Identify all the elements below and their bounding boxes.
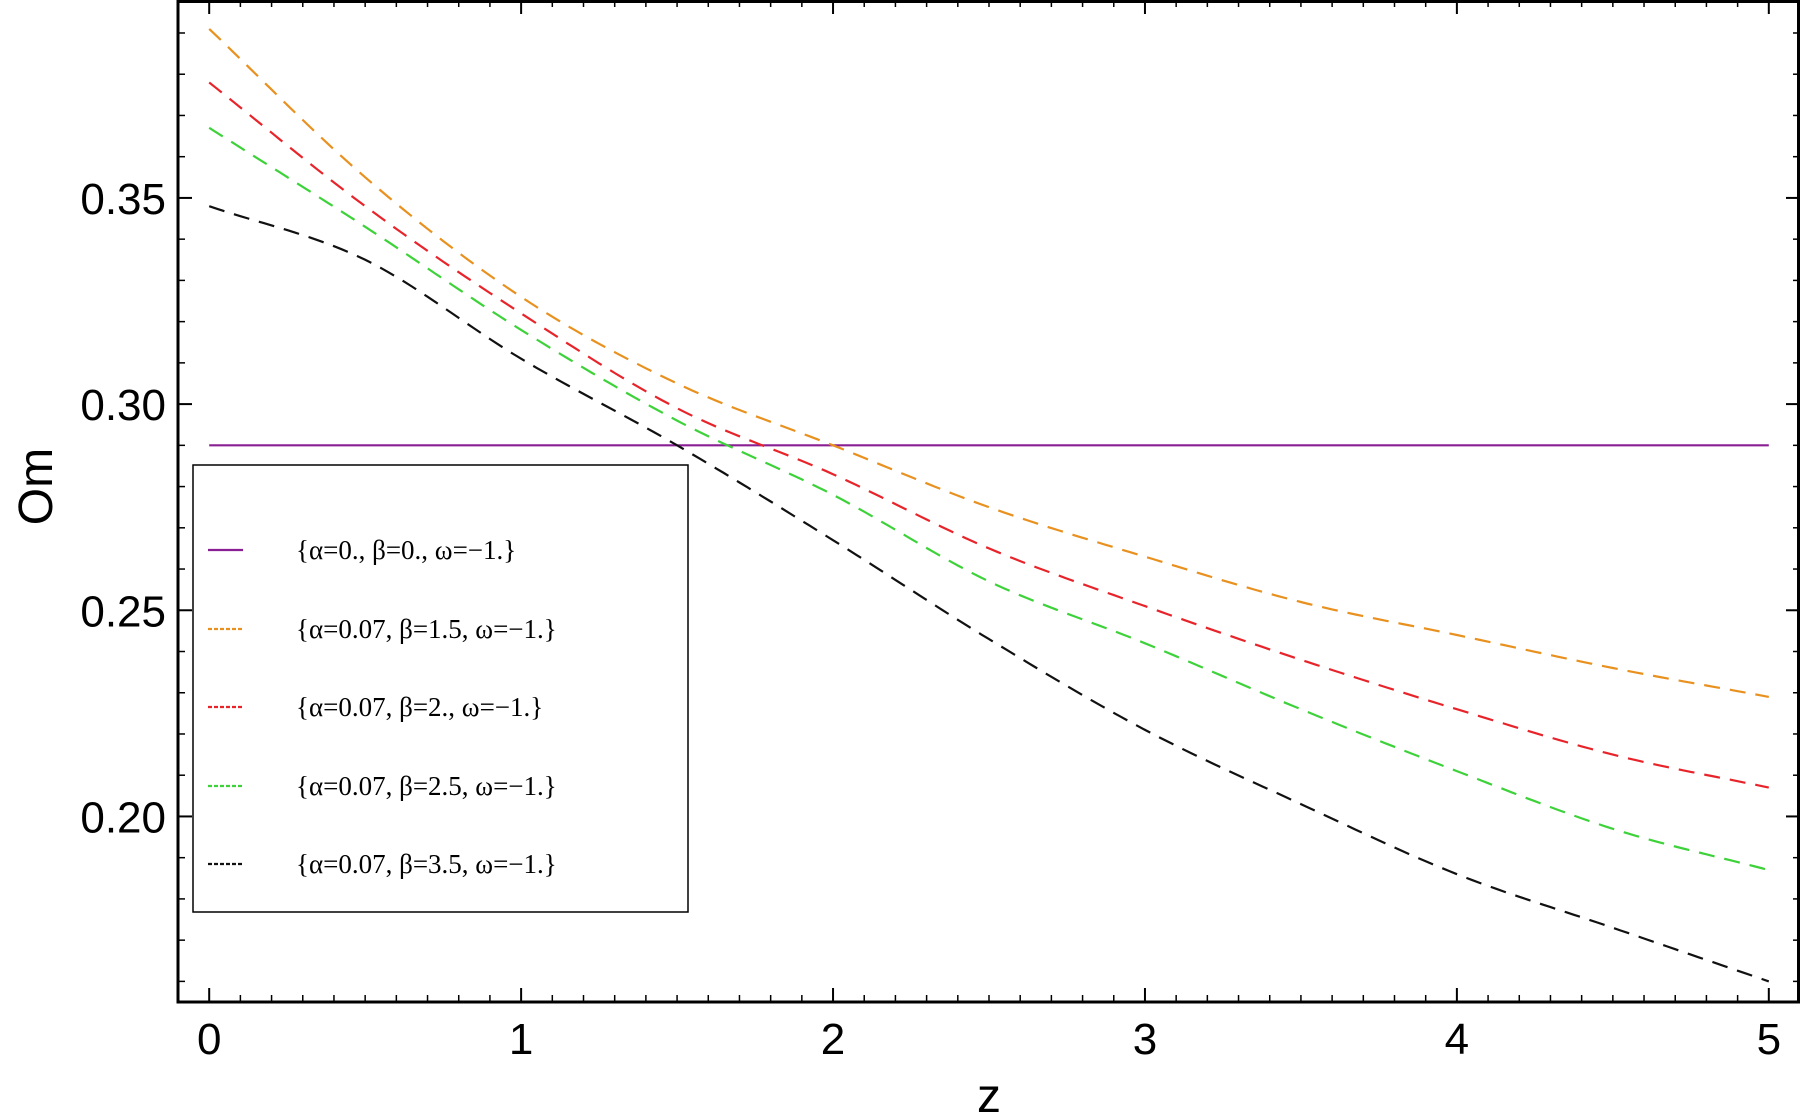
y-tick-label: 0.25 bbox=[80, 587, 166, 636]
legend-label-2: {α=0.07, β=1.5, ω=−1.} bbox=[296, 614, 557, 644]
plot-frame bbox=[176, 0, 1800, 1004]
y-tick-label: 0.35 bbox=[80, 175, 166, 224]
x-tick-label: 2 bbox=[821, 1015, 845, 1064]
legend-label-5: {α=0.07, β=3.5, ω=−1.} bbox=[296, 849, 557, 879]
legend-label-3: {α=0.07, β=2., ω=−1.} bbox=[296, 692, 543, 722]
y-tick-label: 0.20 bbox=[80, 793, 166, 842]
series-layer bbox=[208, 28, 1770, 983]
tick-labels: 0 1 2 3 4 5 0.20 0.25 0.30 0.35 bbox=[80, 175, 1781, 1064]
legend-label-4: {α=0.07, β=2.5, ω=−1.} bbox=[296, 771, 557, 801]
series-line-4 bbox=[208, 126, 1770, 872]
y-axis-title: Om bbox=[10, 448, 63, 525]
legend-box bbox=[192, 464, 689, 913]
x-tick-label: 4 bbox=[1445, 1015, 1469, 1064]
series-line-2 bbox=[208, 28, 1770, 698]
legend-label-1: {α=0., β=0., ω=−1.} bbox=[296, 535, 516, 565]
legend: {α=0., β=0., ω=−1.} {α=0.07, β=1.5, ω=−1.… bbox=[192, 464, 689, 913]
x-tick-label: 3 bbox=[1133, 1015, 1157, 1064]
y-tick-label: 0.30 bbox=[80, 381, 166, 430]
x-tick-label: 5 bbox=[1757, 1015, 1781, 1064]
x-tick-label: 1 bbox=[509, 1015, 533, 1064]
x-tick-label: 0 bbox=[197, 1015, 221, 1064]
series-line-3 bbox=[208, 81, 1770, 789]
series-line-5 bbox=[208, 205, 1770, 983]
x-axis-title: z bbox=[977, 1070, 1001, 1118]
